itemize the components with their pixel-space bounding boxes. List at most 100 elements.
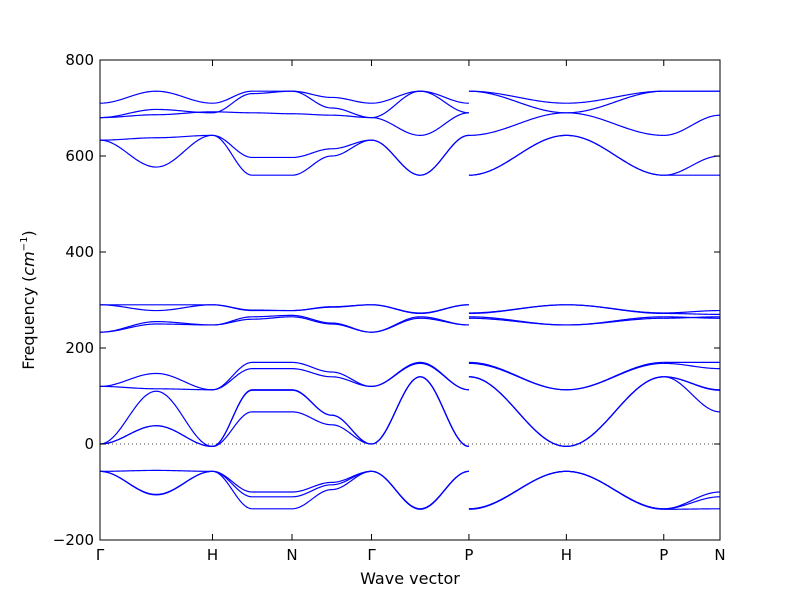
band-line xyxy=(212,470,293,493)
band-line xyxy=(566,90,664,104)
band-line xyxy=(468,376,567,447)
x-axis-label: Wave vector xyxy=(360,569,460,588)
band-line xyxy=(100,470,213,496)
band-line xyxy=(663,155,720,176)
band-line xyxy=(663,316,720,319)
band-line xyxy=(566,470,664,510)
band-line xyxy=(371,134,469,176)
band-line xyxy=(100,304,213,312)
y-tick-label: 800 xyxy=(65,51,94,69)
band-line xyxy=(212,389,293,447)
band-line xyxy=(468,112,567,136)
band-line xyxy=(212,314,293,326)
band-line xyxy=(566,362,664,391)
band-line xyxy=(371,376,470,447)
band-line xyxy=(212,111,293,115)
band-line xyxy=(371,112,469,136)
band-line xyxy=(100,425,213,447)
band-line xyxy=(371,376,470,447)
band-line xyxy=(468,316,567,326)
band-line xyxy=(371,470,469,510)
y-axis-label: Frequency (cm−1) xyxy=(19,230,38,369)
band-line xyxy=(468,362,567,391)
band-line xyxy=(663,376,720,391)
band-line xyxy=(100,323,213,333)
band-line xyxy=(566,376,664,447)
band-line xyxy=(371,317,469,333)
band-line xyxy=(100,469,213,472)
band-line xyxy=(100,111,213,119)
x-tick-label: N xyxy=(286,546,297,564)
band-line xyxy=(468,90,567,114)
band-line xyxy=(100,134,213,141)
y-tick-label: 200 xyxy=(65,339,94,357)
band-line xyxy=(100,470,213,496)
x-tick-label: H xyxy=(207,546,218,564)
band-line xyxy=(292,314,372,333)
band-line xyxy=(566,304,664,315)
band-line xyxy=(468,90,567,104)
band-line xyxy=(291,411,372,445)
band-line xyxy=(371,134,469,176)
band-line xyxy=(291,90,372,119)
y-tick-label: 0 xyxy=(84,435,94,453)
y-axis-label-unit-exp: −1 xyxy=(19,237,30,252)
band-line xyxy=(212,134,293,159)
band-line xyxy=(371,470,469,510)
band-line xyxy=(212,361,293,391)
band-line xyxy=(291,470,372,498)
band-line xyxy=(663,491,720,510)
band-line xyxy=(371,470,469,510)
band-line xyxy=(291,470,372,510)
band-line xyxy=(291,361,372,387)
y-tick-label: −200 xyxy=(53,531,94,549)
band-line xyxy=(292,90,372,104)
band-line xyxy=(212,304,293,312)
band-line xyxy=(468,134,567,176)
y-axis-label-unit: cm xyxy=(19,251,38,275)
band-line xyxy=(292,304,372,312)
band-line xyxy=(212,134,293,176)
band-line xyxy=(663,496,720,510)
band-line xyxy=(371,376,470,447)
band-line xyxy=(100,320,213,333)
x-tick-label: H xyxy=(561,546,572,564)
band-line xyxy=(292,113,372,119)
band-line xyxy=(371,362,469,391)
band-line xyxy=(100,385,213,391)
band-line xyxy=(100,108,213,119)
band-line xyxy=(663,362,720,370)
band-line xyxy=(291,389,372,445)
y-tick-label: 600 xyxy=(65,147,94,165)
band-line xyxy=(371,361,469,391)
band-line xyxy=(663,114,720,136)
band-line xyxy=(212,90,293,114)
band-line xyxy=(292,139,372,159)
y-axis: −200 0 200 400 600 800 xyxy=(53,51,720,549)
band-line xyxy=(291,139,372,176)
band-line xyxy=(212,470,293,498)
band-line xyxy=(663,376,720,413)
x-tick-label: Γ xyxy=(96,546,105,564)
band-line xyxy=(566,316,664,326)
high-symmetry-lines xyxy=(212,60,663,540)
band-line xyxy=(212,389,293,447)
y-axis-label-close: ) xyxy=(19,230,38,236)
band-line xyxy=(100,134,213,168)
band-line xyxy=(663,309,720,314)
band-line xyxy=(371,304,469,315)
band-line xyxy=(468,470,567,510)
band-line xyxy=(468,304,567,315)
x-tick-label: P xyxy=(659,546,668,564)
band-line xyxy=(100,372,213,391)
band-line xyxy=(371,90,469,104)
band-line xyxy=(292,368,372,387)
series-layer xyxy=(100,90,720,510)
x-tick-label: N xyxy=(714,546,725,564)
y-axis-label-text: Frequency xyxy=(19,287,38,370)
y-tick-label: 400 xyxy=(65,243,94,261)
band-line xyxy=(566,112,664,136)
band-line xyxy=(663,312,720,315)
